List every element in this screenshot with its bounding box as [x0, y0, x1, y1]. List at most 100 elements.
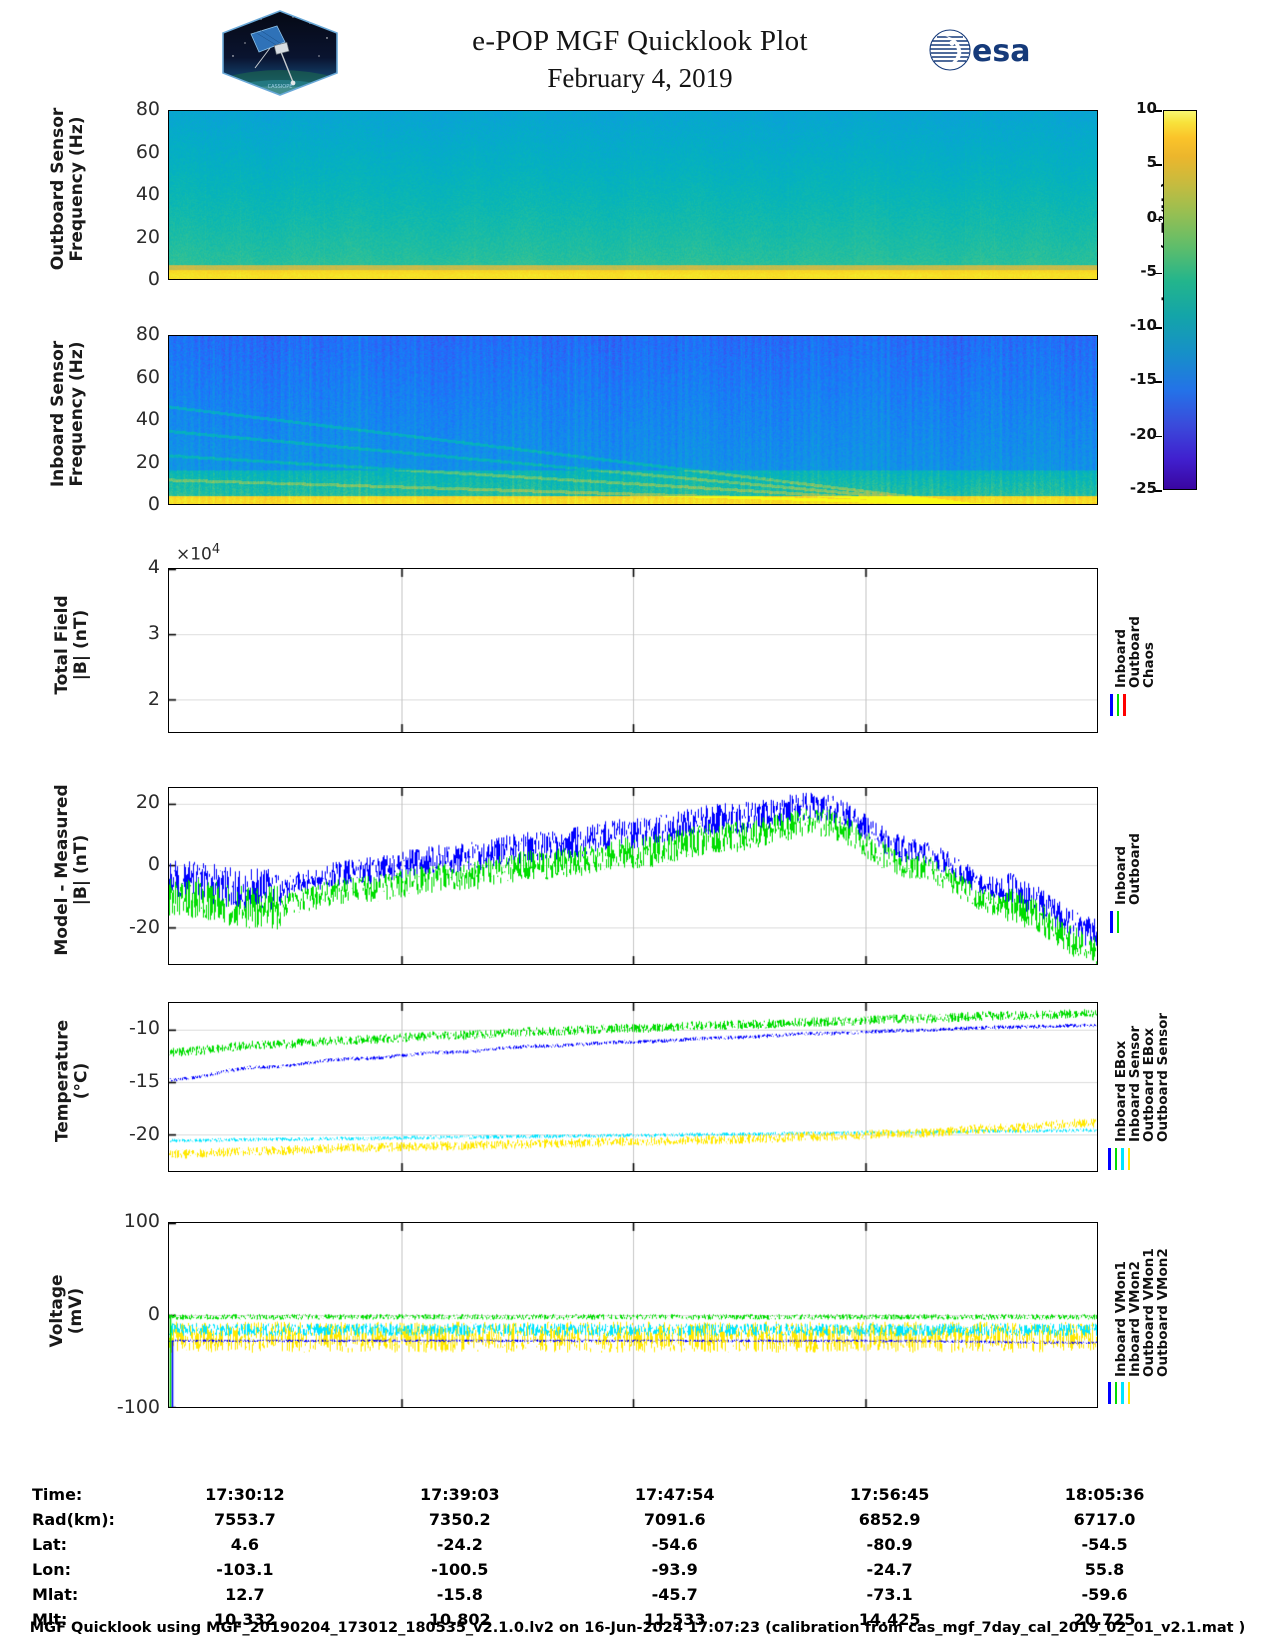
legend-color-swatch — [1110, 694, 1113, 716]
axis-tick-label: 0 — [147, 1303, 160, 1326]
model-measured-legend: Inboard Outboard — [1104, 805, 1160, 965]
temperature-plot — [168, 1002, 1098, 1172]
total-field-traces — [169, 569, 1097, 732]
temperature-legend-labels: Inboard EBox Inboard Sensor Outboard EBox O… — [1104, 1002, 1171, 1142]
table-cell-value: -15.8 — [436, 1585, 483, 1604]
table-cell-value: 11.533 — [643, 1610, 706, 1629]
inboard-spectrogram-ylabel: Inboard Sensor Frequency (Hz) — [48, 340, 87, 488]
table-cell-value: -45.7 — [651, 1585, 698, 1604]
colorbar-tick-label: -15 — [1129, 370, 1157, 389]
table-row-label: Time: — [32, 1485, 83, 1504]
total-field-legend-swatches — [1110, 694, 1126, 716]
axis-tick-label: 60 — [135, 140, 160, 163]
legend-label: Outboard — [1127, 833, 1143, 905]
legend-color-swatch — [1114, 1148, 1117, 1170]
table-row: Lat: 4.6 -24.2 -54.6 -80.9 -54.5 — [32, 1532, 1212, 1557]
table-cell-value: -73.1 — [866, 1585, 913, 1604]
legend-color-swatch — [1127, 1382, 1130, 1404]
legend-label: Chaos — [1141, 642, 1157, 688]
table-cell-value: 14.425 — [858, 1610, 921, 1629]
table-cell-value: 20.725 — [1073, 1610, 1136, 1629]
table-cell-value: -59.6 — [1081, 1585, 1128, 1604]
legend-color-swatch — [1116, 694, 1119, 716]
table-row: Time: 17:30:12 17:39:03 17:47:54 17:56:45 18:… — [32, 1482, 1212, 1507]
model-measured-plot — [168, 787, 1098, 965]
table-cell-value: 7091.6 — [643, 1510, 706, 1529]
axis-tick-label: 0 — [147, 853, 160, 876]
table-cell-value: 17:30:12 — [205, 1485, 285, 1504]
total-field-ylabel: Total Field |B| (nT) — [52, 595, 91, 695]
table-cell-value: -54.5 — [1081, 1535, 1128, 1554]
axis-tick-label: 20 — [135, 790, 160, 813]
svg-text:CASSIOPE: CASSIOPE — [268, 84, 293, 90]
ephemeris-table: Time: 17:30:12 17:39:03 17:47:54 17:56:45 18:… — [0, 1482, 1275, 1632]
table-cell-value: 7350.2 — [428, 1510, 491, 1529]
axis-tick-label: -10 — [128, 1016, 160, 1039]
table-cell-value: 17:47:54 — [634, 1485, 715, 1504]
voltage-legend: Inboard VMon1 Inboard VMon2 Outboard VMon1… — [1104, 1222, 1171, 1408]
table-cell-value: -93.9 — [651, 1560, 698, 1579]
table-row-label: Lat: — [32, 1535, 68, 1554]
table-cell-value: -24.2 — [436, 1535, 483, 1554]
colorbar-tick-mark — [1154, 164, 1162, 166]
inboard-spectrogram-yticks: 80 60 40 20 0 — [98, 323, 160, 515]
voltage-legend-swatches — [1108, 1382, 1130, 1404]
colorbar-tick-label: 5 — [1146, 153, 1157, 172]
table-cell-value: 17:56:45 — [849, 1485, 930, 1504]
model-measured-legend-swatches — [1110, 911, 1119, 933]
table-cell-value: -80.9 — [866, 1535, 913, 1554]
table-row: Lon: -103.1 -100.5 -93.9 -24.7 55.8 — [32, 1557, 1212, 1582]
page-date: February 4, 2019 — [547, 63, 733, 93]
page-header: CASSIOPE e-POP MGF Quicklook Plot Februa… — [0, 0, 1275, 105]
inboard-spectrogram-plot — [168, 335, 1098, 505]
colorbar-tick-mark — [1154, 327, 1162, 329]
panel-model-measured: Model - Measured |B| (nT) 20 0 -20 Inboard… — [0, 784, 1160, 965]
table-cell-value: 12.7 — [225, 1585, 265, 1604]
axis-tick-label: -20 — [128, 1123, 160, 1146]
axis-tick-label: 60 — [135, 365, 160, 388]
model-measured-ylabel: Model - Measured |B| (nT) — [52, 784, 91, 956]
legend-color-swatch — [1121, 1148, 1124, 1170]
table-cell-value: 6717.0 — [1073, 1510, 1136, 1529]
panel-total-field: Total Field |B| (nT) ×104 4 3 2 Inboard Out… — [0, 542, 1160, 733]
model-measured-traces — [169, 788, 1097, 964]
colorbar-tick-label: -10 — [1129, 316, 1157, 335]
colorbar-tick-mark — [1154, 490, 1162, 492]
legend-color-swatch — [1123, 694, 1126, 716]
total-field-yticks: 4 3 2 — [98, 556, 160, 733]
table-cell-value: -100.5 — [431, 1560, 489, 1579]
outboard-spectrogram-yticks: 80 60 40 20 0 — [98, 98, 160, 290]
temperature-traces — [169, 1003, 1097, 1171]
voltage-traces — [169, 1223, 1097, 1407]
temperature-yticks: -10 -15 -20 — [98, 1002, 160, 1172]
axis-tick-label: 80 — [135, 323, 160, 346]
table-row: Mlat: 12.7 -15.8 -45.7 -73.1 -59.6 — [32, 1582, 1212, 1607]
colorbar-tick-mark — [1154, 272, 1162, 275]
panel-inboard-spectrogram: Inboard Sensor Frequency (Hz) 80 60 40 20 0 — [0, 323, 1160, 515]
table-row: Mlt: 10.332 10.802 11.533 14.425 20.725 — [32, 1607, 1212, 1632]
inboard-spectrogram-image — [169, 336, 1097, 504]
esa-logo-text: esa — [972, 34, 1030, 69]
colorbar-gradient — [1163, 110, 1197, 490]
axis-tick-label: 40 — [135, 183, 160, 206]
panel-voltage: Voltage (mV) 100 0 -100 Inboard VMon1 Inboa… — [0, 1210, 1171, 1418]
table-row-label: Rad(km): — [32, 1510, 115, 1529]
table-cell-value: -103.1 — [216, 1560, 274, 1579]
colorbar-tick-mark — [1154, 110, 1162, 112]
axis-tick-label: 40 — [135, 408, 160, 431]
axis-tick-label: 100 — [123, 1210, 160, 1233]
table-cell-value: -24.7 — [866, 1560, 913, 1579]
outboard-spectrogram-plot — [168, 110, 1098, 280]
axis-tick-label: 0 — [147, 268, 160, 291]
table-cell-value: 18:05:36 — [1064, 1485, 1145, 1504]
table-cell-value: 4.6 — [230, 1535, 260, 1554]
voltage-plot — [168, 1222, 1098, 1408]
colorbar-tick-label: 10 — [1136, 99, 1157, 117]
model-measured-yticks: 20 0 -20 — [98, 787, 160, 965]
colorbar-tick-mark — [1154, 218, 1162, 221]
panel-temperature: Temperature (°C) -10 -15 -20 Inboard EBox I… — [0, 1002, 1171, 1172]
total-field-plot — [168, 568, 1098, 733]
esa-logo: esa — [925, 28, 1045, 72]
legend-label: Outboard Sensor — [1155, 1012, 1171, 1142]
outboard-spectrogram-image — [169, 111, 1097, 279]
